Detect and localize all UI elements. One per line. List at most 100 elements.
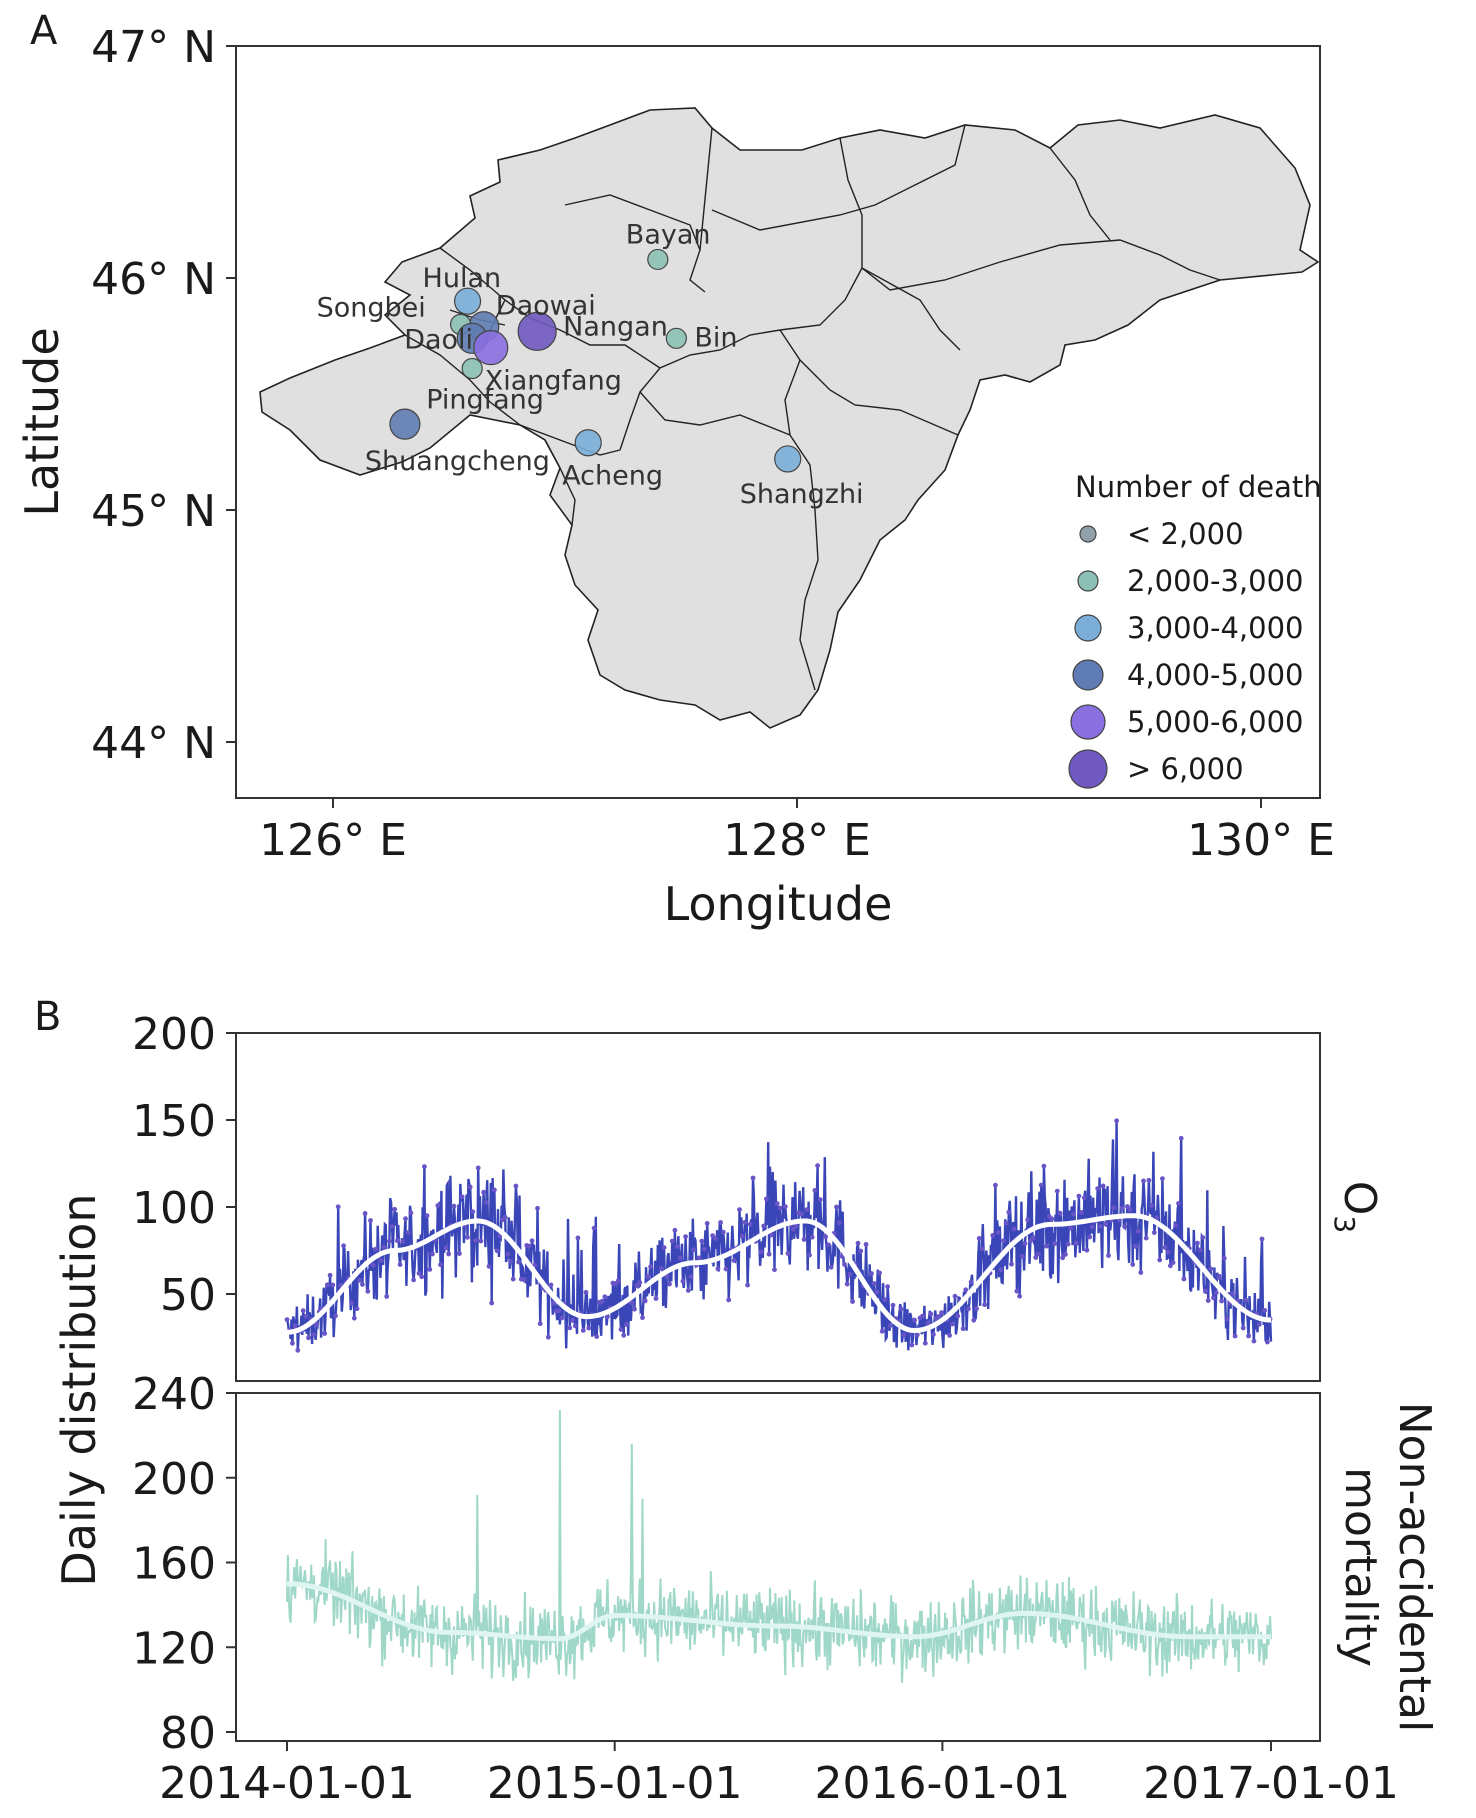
o3-point bbox=[648, 1264, 653, 1270]
o3-point bbox=[766, 1251, 772, 1257]
strip-line-1: Non-accidental bbox=[1389, 1402, 1440, 1733]
o3-point bbox=[559, 1315, 565, 1321]
o3-point bbox=[330, 1282, 336, 1288]
legend-symbol bbox=[1077, 570, 1099, 592]
o3-point bbox=[486, 1263, 492, 1269]
region-label: Shangzhi bbox=[740, 479, 864, 510]
o3-point bbox=[677, 1255, 683, 1261]
o3-point bbox=[365, 1288, 371, 1294]
o3-point bbox=[912, 1317, 917, 1323]
o3-point bbox=[599, 1298, 605, 1304]
mortality-series bbox=[286, 1409, 1272, 1683]
o3-point bbox=[871, 1281, 877, 1286]
o3-point bbox=[1143, 1235, 1149, 1241]
o3-point bbox=[306, 1335, 311, 1341]
o3-point bbox=[712, 1236, 718, 1241]
o3-point bbox=[947, 1333, 952, 1338]
o3-point bbox=[815, 1163, 820, 1168]
o3-point bbox=[594, 1334, 600, 1339]
legend-label: 2,000-3,000 bbox=[1127, 564, 1304, 598]
o3-point bbox=[858, 1248, 864, 1254]
o3-point bbox=[1036, 1251, 1041, 1257]
o3-point bbox=[527, 1243, 532, 1249]
o3-point bbox=[1130, 1262, 1136, 1267]
o3-point bbox=[664, 1274, 670, 1279]
o3-point bbox=[591, 1225, 597, 1231]
o3-point bbox=[333, 1313, 338, 1319]
o3-y-axis: 200 150 100 50 bbox=[132, 1009, 236, 1321]
legend-symbol bbox=[1079, 525, 1097, 543]
o3-point bbox=[659, 1266, 664, 1271]
o3-point bbox=[974, 1306, 979, 1311]
o3-point bbox=[737, 1207, 742, 1212]
o3-point bbox=[1011, 1226, 1017, 1232]
o3-point bbox=[351, 1315, 357, 1321]
legend-symbol bbox=[1072, 659, 1104, 691]
o3-point bbox=[1009, 1261, 1014, 1267]
o3-point bbox=[793, 1223, 799, 1229]
mortality-y-tick-label: 200 bbox=[132, 1454, 216, 1505]
o3-point bbox=[327, 1272, 333, 1278]
o3-point bbox=[1232, 1333, 1238, 1339]
o3-point bbox=[720, 1229, 726, 1235]
o3-point bbox=[295, 1347, 301, 1353]
o3-point bbox=[1084, 1247, 1090, 1253]
o3-point bbox=[1141, 1178, 1146, 1184]
o3-point bbox=[1073, 1240, 1079, 1246]
o3-point bbox=[1041, 1163, 1047, 1169]
mortality-strip-label: Non-accidental mortality bbox=[1335, 1402, 1440, 1733]
o3-point bbox=[839, 1253, 845, 1259]
svg-text:O3: O3 bbox=[1328, 1181, 1385, 1233]
time-x-axis: 2014-01-01 2015-01-01 2016-01-01 2017-01-01 bbox=[159, 1741, 1399, 1809]
o3-point bbox=[1054, 1188, 1060, 1194]
o3-point bbox=[642, 1298, 648, 1304]
o3-point bbox=[1146, 1177, 1152, 1183]
o3-point bbox=[968, 1279, 974, 1285]
o3-point bbox=[478, 1238, 484, 1244]
o3-point bbox=[1028, 1238, 1033, 1244]
o3-point bbox=[381, 1244, 387, 1250]
o3-point bbox=[510, 1276, 516, 1282]
region-point bbox=[461, 357, 483, 380]
o3-point bbox=[605, 1314, 610, 1319]
o3-point bbox=[395, 1238, 400, 1244]
o3-point bbox=[1243, 1297, 1249, 1303]
legend: Number of death < 2,000 2,000-3,000 3,000-… bbox=[1068, 470, 1322, 789]
o3-point bbox=[451, 1203, 457, 1209]
o3-point bbox=[548, 1282, 554, 1288]
region-point bbox=[389, 408, 421, 440]
o3-point bbox=[354, 1306, 360, 1312]
o3-point bbox=[1154, 1215, 1160, 1220]
mortality-y-tick-label: 160 bbox=[132, 1539, 216, 1590]
o3-point bbox=[443, 1245, 449, 1251]
o3-point bbox=[1230, 1291, 1235, 1296]
o3-point bbox=[292, 1323, 298, 1329]
o3-point bbox=[467, 1184, 473, 1190]
o3-point bbox=[772, 1267, 777, 1273]
o3-point bbox=[914, 1332, 920, 1338]
o3-point bbox=[1168, 1263, 1173, 1269]
o3-point bbox=[1017, 1293, 1022, 1299]
o3-point bbox=[939, 1310, 944, 1315]
map-x-axis-title: Longitude bbox=[664, 877, 893, 931]
o3-y-tick-label: 100 bbox=[132, 1183, 216, 1234]
o3-point bbox=[1221, 1255, 1227, 1261]
o3-point bbox=[1208, 1266, 1214, 1272]
region-label: Bayan bbox=[626, 219, 711, 250]
map-y-tick: 44° N bbox=[91, 718, 216, 769]
region-label: Daowai bbox=[496, 291, 596, 322]
o3-point bbox=[1259, 1236, 1265, 1242]
o3-point bbox=[990, 1233, 996, 1238]
o3-point bbox=[723, 1266, 729, 1272]
o3-point bbox=[1079, 1210, 1084, 1215]
strip-line-2: mortality bbox=[1335, 1467, 1386, 1667]
o3-point bbox=[494, 1248, 500, 1254]
o3-point bbox=[1019, 1253, 1025, 1259]
o3-point bbox=[1044, 1243, 1049, 1249]
o3-point bbox=[411, 1277, 416, 1283]
region-label: Bin bbox=[694, 322, 737, 353]
o3-series bbox=[284, 1118, 1273, 1353]
o3-point bbox=[1213, 1290, 1219, 1296]
o3-point bbox=[489, 1300, 495, 1306]
